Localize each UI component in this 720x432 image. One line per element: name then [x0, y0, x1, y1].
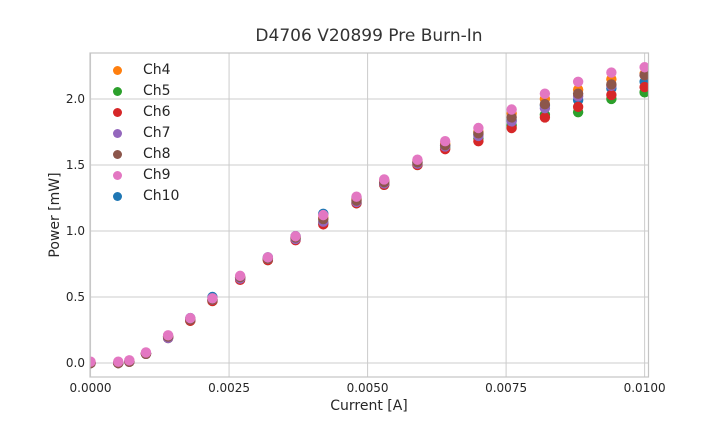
legend-item-Ch7: Ch7 [113, 123, 179, 144]
legend-swatch-icon [113, 108, 122, 117]
legend-label: Ch4 [143, 62, 171, 78]
grid [90, 53, 649, 377]
x-axis-label: Current [A] [330, 398, 408, 414]
legend-item-Ch4: Ch4 [113, 60, 179, 81]
x-tick-label: 0.0075 [485, 381, 528, 395]
legend-label: Ch6 [143, 104, 171, 120]
point-Ch9 [262, 252, 274, 263]
legend-label: Ch7 [143, 125, 171, 141]
point-Ch9 [606, 67, 617, 78]
point-Ch6 [572, 101, 584, 113]
point-Ch9 [90, 356, 96, 367]
point-Ch8 [506, 112, 517, 123]
y-tick-label: 2.0 [65, 91, 85, 106]
y-tick-label: 1.0 [65, 223, 85, 238]
legend-item-Ch8: Ch8 [113, 144, 179, 165]
point-Ch9 [234, 270, 246, 282]
point-Ch9 [439, 135, 451, 147]
point-Ch8 [606, 79, 617, 90]
legend-swatch-icon [113, 171, 122, 180]
point-Ch9 [113, 356, 124, 367]
point-Ch9 [473, 122, 484, 134]
legend-swatch-icon [113, 150, 122, 159]
y-tick-label: 1.5 [65, 157, 85, 172]
point-Ch9 [572, 76, 584, 87]
x-tick-label: 0.0100 [623, 381, 666, 395]
point-Ch9 [351, 191, 362, 202]
point-Ch9 [639, 62, 649, 73]
legend-label: Ch5 [143, 83, 171, 99]
point-Ch9 [318, 209, 329, 221]
scatter-points [90, 62, 649, 369]
legend-swatch-icon [113, 192, 122, 201]
point-Ch9 [539, 88, 551, 99]
legend-swatch-icon [113, 87, 122, 96]
point-Ch8 [572, 88, 584, 99]
legend-swatch-icon [113, 129, 122, 138]
legend-item-Ch10: Ch10 [113, 186, 179, 207]
point-Ch9 [207, 293, 218, 304]
legend-item-Ch5: Ch5 [113, 81, 179, 102]
legend-item-Ch6: Ch6 [113, 102, 179, 123]
point-Ch6 [639, 81, 649, 93]
point-Ch8 [539, 99, 551, 110]
chart-title: D4706 V20899 Pre Burn-In [255, 26, 483, 46]
x-tick-label: 0.0050 [346, 381, 389, 395]
plot-border [89, 52, 650, 378]
x-tick-label: 0.0000 [69, 381, 112, 395]
point-Ch9 [185, 312, 196, 324]
point-Ch9 [290, 231, 301, 242]
point-Ch9 [124, 355, 135, 366]
point-Ch9 [412, 154, 423, 165]
legend-label: Ch9 [143, 167, 171, 183]
legend: Ch4 Ch5 Ch6 Ch7 Ch8 Ch9 Ch10 [113, 60, 179, 207]
y-tick-label: 0.5 [65, 289, 85, 304]
legend-label: Ch10 [143, 188, 180, 204]
legend-label: Ch8 [143, 146, 171, 162]
point-Ch9 [379, 174, 390, 185]
point-Ch9 [162, 330, 174, 341]
x-tick-label: 0.0025 [208, 381, 251, 395]
point-Ch9 [506, 104, 517, 115]
legend-item-Ch9: Ch9 [113, 165, 179, 186]
y-tick-label: 0.0 [65, 356, 85, 370]
point-Ch8 [639, 69, 649, 81]
point-Ch6 [606, 89, 617, 101]
legend-swatch-icon [113, 66, 122, 75]
y-axis-label: Power [mW] [47, 172, 63, 258]
point-Ch9 [140, 347, 152, 358]
point-Ch6 [539, 112, 551, 123]
